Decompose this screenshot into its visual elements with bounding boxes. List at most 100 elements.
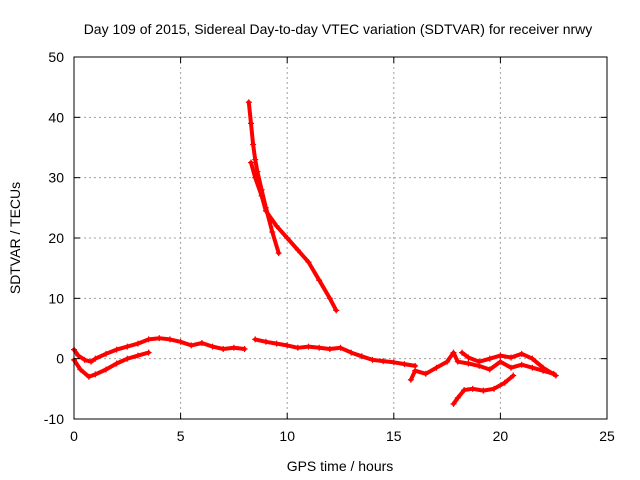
data-point bbox=[258, 192, 265, 199]
data-point bbox=[401, 361, 408, 368]
y-tick-label: 30 bbox=[48, 170, 64, 186]
data-point bbox=[497, 352, 504, 359]
series-segment-6 bbox=[407, 349, 557, 383]
data-point bbox=[113, 346, 120, 353]
series-line bbox=[408, 350, 556, 382]
data-point bbox=[269, 228, 276, 235]
data-point bbox=[92, 355, 99, 362]
data-point bbox=[273, 340, 280, 347]
data-point bbox=[518, 350, 525, 357]
data-point bbox=[294, 247, 301, 254]
data-traces bbox=[71, 99, 559, 407]
y-axis-label: SDTVAR / TECUs bbox=[7, 182, 23, 294]
data-point bbox=[529, 355, 536, 362]
x-tick-label: 5 bbox=[177, 428, 185, 444]
data-point bbox=[461, 387, 468, 394]
data-point bbox=[77, 366, 84, 373]
data-point bbox=[88, 358, 95, 365]
data-point bbox=[454, 394, 461, 401]
series-segment-7 bbox=[459, 349, 559, 379]
data-point bbox=[486, 355, 493, 362]
x-axis-label: GPS time / hours bbox=[287, 458, 394, 474]
data-point bbox=[245, 99, 252, 106]
data-point bbox=[450, 349, 457, 356]
grid bbox=[74, 57, 607, 419]
x-tick-label: 0 bbox=[70, 428, 78, 444]
data-point bbox=[480, 387, 487, 394]
data-point bbox=[294, 344, 301, 351]
data-point bbox=[333, 307, 340, 314]
series-segment-5 bbox=[252, 336, 419, 369]
data-point bbox=[444, 358, 451, 365]
data-point bbox=[348, 349, 355, 356]
data-point bbox=[113, 360, 120, 367]
data-point bbox=[326, 346, 333, 353]
data-point bbox=[497, 358, 504, 365]
data-point bbox=[188, 342, 195, 349]
data-point bbox=[552, 372, 559, 379]
data-point bbox=[124, 355, 131, 362]
data-point bbox=[390, 359, 397, 366]
data-point bbox=[469, 385, 476, 392]
series-segment-1 bbox=[71, 335, 248, 365]
data-point bbox=[85, 373, 92, 380]
data-point bbox=[247, 159, 254, 166]
data-point bbox=[198, 339, 205, 346]
data-point bbox=[407, 376, 414, 383]
y-tick-label: 50 bbox=[48, 49, 64, 65]
data-point bbox=[252, 336, 259, 343]
data-point bbox=[369, 356, 376, 363]
series-line bbox=[253, 337, 418, 368]
axis-ticks: 0 5 10 15 20 25 -10 0 10 20 30 40 50 bbox=[44, 49, 615, 444]
y-tick-label: -10 bbox=[44, 411, 64, 427]
data-point bbox=[134, 340, 141, 347]
data-point bbox=[241, 346, 248, 353]
data-point bbox=[220, 346, 227, 353]
series-segment-4 bbox=[247, 159, 340, 314]
chart-title: Day 109 of 2015, Sidereal Day-to-day VTE… bbox=[84, 21, 593, 37]
data-point bbox=[433, 364, 440, 371]
data-point bbox=[252, 156, 259, 163]
data-point bbox=[305, 259, 312, 266]
data-point bbox=[326, 295, 333, 302]
data-point bbox=[92, 371, 99, 378]
data-point bbox=[529, 364, 536, 371]
data-point bbox=[145, 336, 152, 343]
data-point bbox=[124, 343, 131, 350]
data-point bbox=[316, 277, 323, 284]
data-point bbox=[518, 361, 525, 368]
data-point bbox=[284, 342, 291, 349]
data-point bbox=[510, 372, 517, 379]
data-point bbox=[412, 367, 419, 374]
data-point bbox=[250, 141, 257, 148]
data-point bbox=[102, 350, 109, 357]
data-point bbox=[262, 207, 269, 214]
data-point bbox=[230, 344, 237, 351]
data-point bbox=[156, 335, 163, 342]
data-point bbox=[476, 358, 483, 365]
y-tick-label: 0 bbox=[56, 351, 64, 367]
y-tick-label: 40 bbox=[48, 109, 64, 125]
data-point bbox=[465, 360, 472, 367]
data-point bbox=[491, 385, 498, 392]
data-point bbox=[508, 364, 515, 371]
series-segment-8 bbox=[450, 372, 517, 407]
data-point bbox=[380, 358, 387, 365]
series-line bbox=[451, 373, 516, 406]
data-point bbox=[284, 235, 291, 241]
series-line bbox=[460, 350, 558, 378]
series-segment-3 bbox=[245, 99, 282, 257]
data-point bbox=[209, 343, 216, 350]
data-point bbox=[145, 349, 152, 356]
data-point bbox=[316, 344, 323, 351]
data-point bbox=[501, 379, 508, 386]
data-point bbox=[305, 343, 312, 350]
data-point bbox=[166, 336, 173, 343]
series-line bbox=[249, 160, 339, 313]
data-point bbox=[454, 358, 461, 365]
data-point bbox=[75, 352, 82, 359]
data-point bbox=[358, 353, 365, 360]
data-point bbox=[247, 120, 254, 127]
data-point bbox=[81, 356, 88, 363]
data-point bbox=[486, 366, 493, 373]
